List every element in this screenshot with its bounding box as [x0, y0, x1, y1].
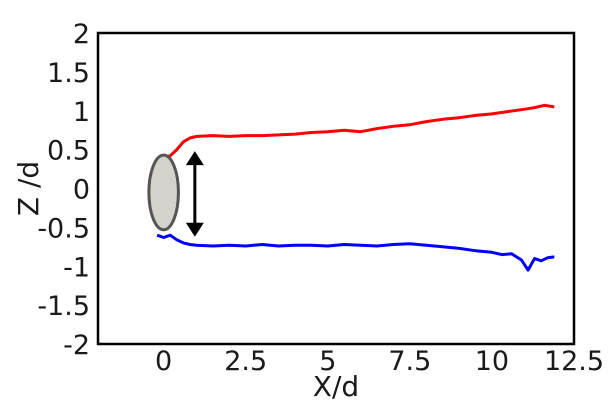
plot-frame	[96, 31, 576, 346]
arrowhead-up	[185, 151, 204, 166]
body-ellipse	[147, 153, 180, 232]
y-tick-label: 1	[73, 97, 90, 128]
x-tick-label: 5	[319, 346, 336, 377]
y-tick-label: -1.5	[37, 291, 90, 322]
x-tick-label: 7.5	[388, 346, 431, 377]
x-tick-label: 10	[475, 346, 509, 377]
series-line-2	[156, 233, 555, 272]
y-tick-label: 0	[73, 175, 90, 206]
x-axis-label: X/d	[313, 370, 359, 403]
y-tick-label: 0.5	[47, 136, 90, 167]
y-tick-label: -1	[63, 252, 90, 283]
y-tick-label: -2	[63, 330, 90, 361]
series-line-1	[156, 103, 555, 162]
series-group	[156, 103, 555, 272]
x-ticks: 0 2.5 5 7.5 10 12.5	[155, 346, 604, 377]
y-axis-label: Z /d	[12, 161, 45, 216]
x-tick-label: 2.5	[224, 346, 267, 377]
x-tick-label: 12.5	[544, 346, 604, 377]
annotations	[147, 151, 204, 237]
arrowhead-down	[185, 222, 204, 237]
y-tick-label: 2	[73, 19, 90, 50]
y-ticks: 2 1.5 1 0.5 0 -0.5 -1 -1.5 -2	[37, 19, 90, 361]
y-tick-label: 1.5	[47, 58, 90, 89]
x-tick-label: 0	[155, 346, 172, 377]
y-tick-label: -0.5	[37, 213, 90, 244]
